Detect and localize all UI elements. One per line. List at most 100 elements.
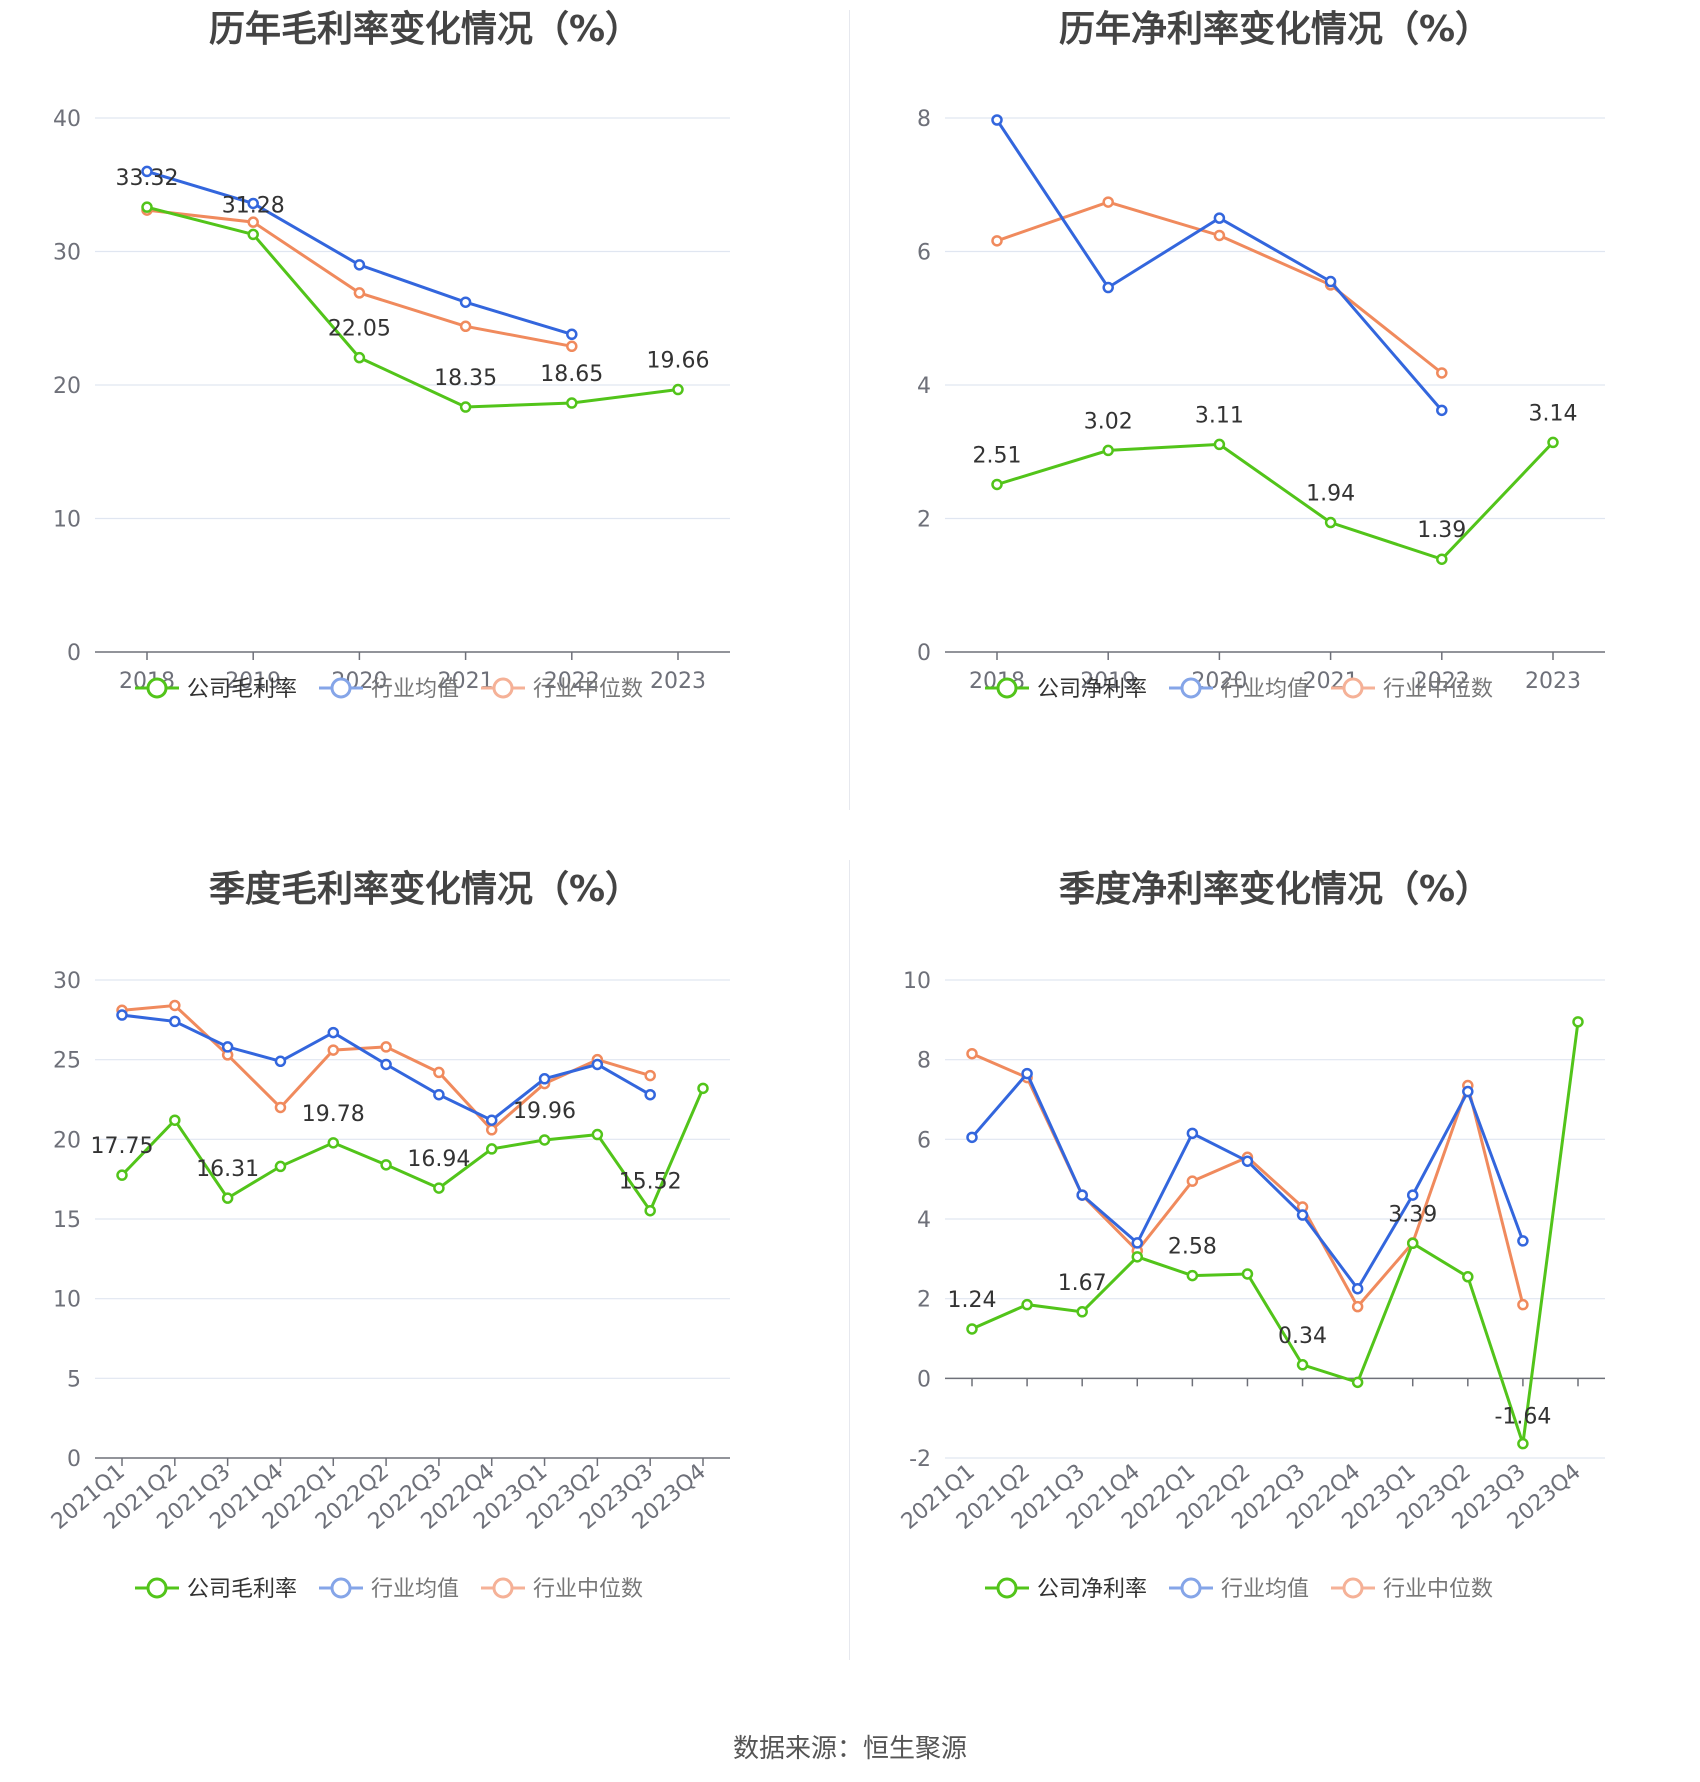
- data-point-company: [1324, 516, 1337, 529]
- legend-label: 行业中位数: [533, 1577, 643, 1602]
- legend-label: 行业均值: [1221, 677, 1309, 702]
- data-label: 17.75: [91, 1134, 154, 1159]
- data-point-industry-average: [1131, 1237, 1144, 1249]
- series-line-company: [120, 1087, 705, 1214]
- series-line-industry-average: [146, 169, 573, 336]
- legend-marker-icon: [492, 677, 514, 699]
- legend-label: 公司毛利率: [187, 677, 297, 702]
- data-source: 数据来源：恒生聚源: [732, 1734, 967, 1764]
- y-tick-label: 2: [917, 1288, 931, 1313]
- legend-marker-icon: [1180, 677, 1202, 699]
- legend-company: 公司净利率: [985, 1577, 1147, 1602]
- data-point-industry-average: [221, 1041, 234, 1053]
- data-point-industry-average: [247, 197, 259, 210]
- data-point-company: [1076, 1306, 1088, 1318]
- data-label: 19.78: [302, 1102, 365, 1127]
- data-label: 22.05: [328, 317, 391, 342]
- series-line-industry-average: [970, 1070, 1525, 1292]
- data-point-industry-average: [380, 1058, 392, 1071]
- legend-marker-icon: [330, 677, 352, 699]
- data-point-industry-average: [1241, 1155, 1254, 1167]
- y-tick-label: 40: [53, 107, 81, 132]
- y-tick-label: 2: [917, 508, 931, 533]
- y-tick-label: 4: [917, 1208, 931, 1233]
- data-point-company: [991, 478, 1003, 491]
- data-point-industry-median: [459, 320, 472, 333]
- data-point-industry-average: [1406, 1189, 1419, 1201]
- quarterly-gross-margin-chart: 季度毛利率变化情况（%） 0 5 10 15 20 25 30 2021Q1 2021Q2 202…: [0, 860, 850, 1720]
- data-point-company: [538, 1134, 551, 1146]
- data-point-industry-average: [1296, 1209, 1309, 1221]
- data-point-industry-median: [1102, 196, 1114, 208]
- series-line-industry-median: [996, 200, 1443, 375]
- legend-industry-median: 行业中位数: [481, 677, 643, 702]
- chart-title: 历年毛利率变化情况（%）: [208, 9, 642, 50]
- data-label: 16.94: [407, 1147, 470, 1172]
- data-point-company: [380, 1159, 392, 1171]
- data-point-company: [141, 201, 153, 213]
- legend-industry-average: 行业均值: [319, 1577, 459, 1602]
- y-tick-label: 20: [53, 1128, 81, 1153]
- legend-label: 公司净利率: [1037, 677, 1147, 702]
- y-tick-label: 10: [53, 508, 81, 533]
- chart-title: 季度净利率变化情况（%）: [1058, 869, 1492, 910]
- data-point-company: [1296, 1359, 1309, 1371]
- y-tick-label: 20: [53, 374, 81, 399]
- y-tick-label: 0: [67, 1447, 81, 1472]
- x-tick-label: 2021: [438, 669, 494, 694]
- legend-marker-icon: [1342, 677, 1364, 699]
- data-point-company: [672, 383, 684, 396]
- quarterly-net-margin-chart: 季度净利率变化情况（%） -2 0 2 4 6 8 10 2021Q1 2021Q2 2021Q3…: [850, 860, 1700, 1720]
- y-tick-label: 30: [53, 969, 81, 994]
- y-tick-label: 10: [53, 1288, 81, 1313]
- legend-label: 行业均值: [371, 677, 459, 702]
- data-point-industry-median: [485, 1124, 498, 1136]
- data-label: 3.02: [1084, 409, 1133, 434]
- annual-net-margin-chart: 历年净利率变化情况（%） 0 2 4 6 8 2018 2019 2020 2021 2022 20…: [850, 0, 1700, 860]
- x-tick-label: 2022: [1414, 669, 1470, 694]
- data-point-industry-average: [1021, 1067, 1033, 1080]
- y-tick-label: 4: [917, 374, 931, 399]
- data-point-industry-median: [380, 1041, 392, 1053]
- series-line-company: [996, 441, 1555, 561]
- data-point-company: [1213, 438, 1226, 451]
- data-point-industry-median: [247, 216, 259, 228]
- data-point-company: [1547, 436, 1559, 449]
- data-label: 19.96: [513, 1099, 576, 1124]
- data-label: 1.67: [1058, 1271, 1107, 1296]
- data-point-industry-average: [433, 1088, 445, 1101]
- data-label: 1.39: [1417, 518, 1466, 543]
- data-point-company: [353, 351, 366, 364]
- data-point-company: [1462, 1271, 1474, 1283]
- data-point-industry-average: [169, 1015, 181, 1028]
- chart-svg: -202468102021Q12021Q22021Q32021Q42022Q12…: [897, 969, 1605, 1602]
- legend-company: 公司净利率: [985, 677, 1147, 702]
- legend-marker-icon: [146, 1577, 168, 1599]
- y-tick-label: 8: [917, 107, 931, 132]
- data-point-industry-average: [116, 1009, 128, 1021]
- y-tick-label: 6: [917, 1128, 931, 1153]
- data-point-industry-average: [966, 1131, 978, 1144]
- data-point-company: [644, 1204, 656, 1217]
- legend-industry-median: 行业中位数: [1331, 1577, 1493, 1602]
- data-point-industry-median: [274, 1101, 287, 1114]
- data-point-company: [433, 1182, 445, 1194]
- data-point-industry-average: [644, 1088, 656, 1101]
- legend-label: 行业中位数: [533, 677, 643, 702]
- data-point-industry-average: [1186, 1127, 1199, 1140]
- y-tick-label: 30: [53, 241, 81, 266]
- data-point-industry-median: [991, 235, 1003, 247]
- data-point-industry-median: [966, 1047, 978, 1060]
- data-label: 19.66: [647, 349, 710, 374]
- legend-label: 行业均值: [371, 1577, 459, 1602]
- data-point-company: [1131, 1251, 1144, 1263]
- data-point-industry-median: [353, 287, 366, 299]
- data-label: 15.52: [619, 1170, 682, 1195]
- data-point-industry-average: [1102, 281, 1114, 294]
- legend-marker-icon: [1180, 1577, 1202, 1599]
- data-point-company: [247, 228, 259, 241]
- legend-label: 公司净利率: [1037, 1577, 1147, 1602]
- y-tick-label: -2: [909, 1447, 931, 1472]
